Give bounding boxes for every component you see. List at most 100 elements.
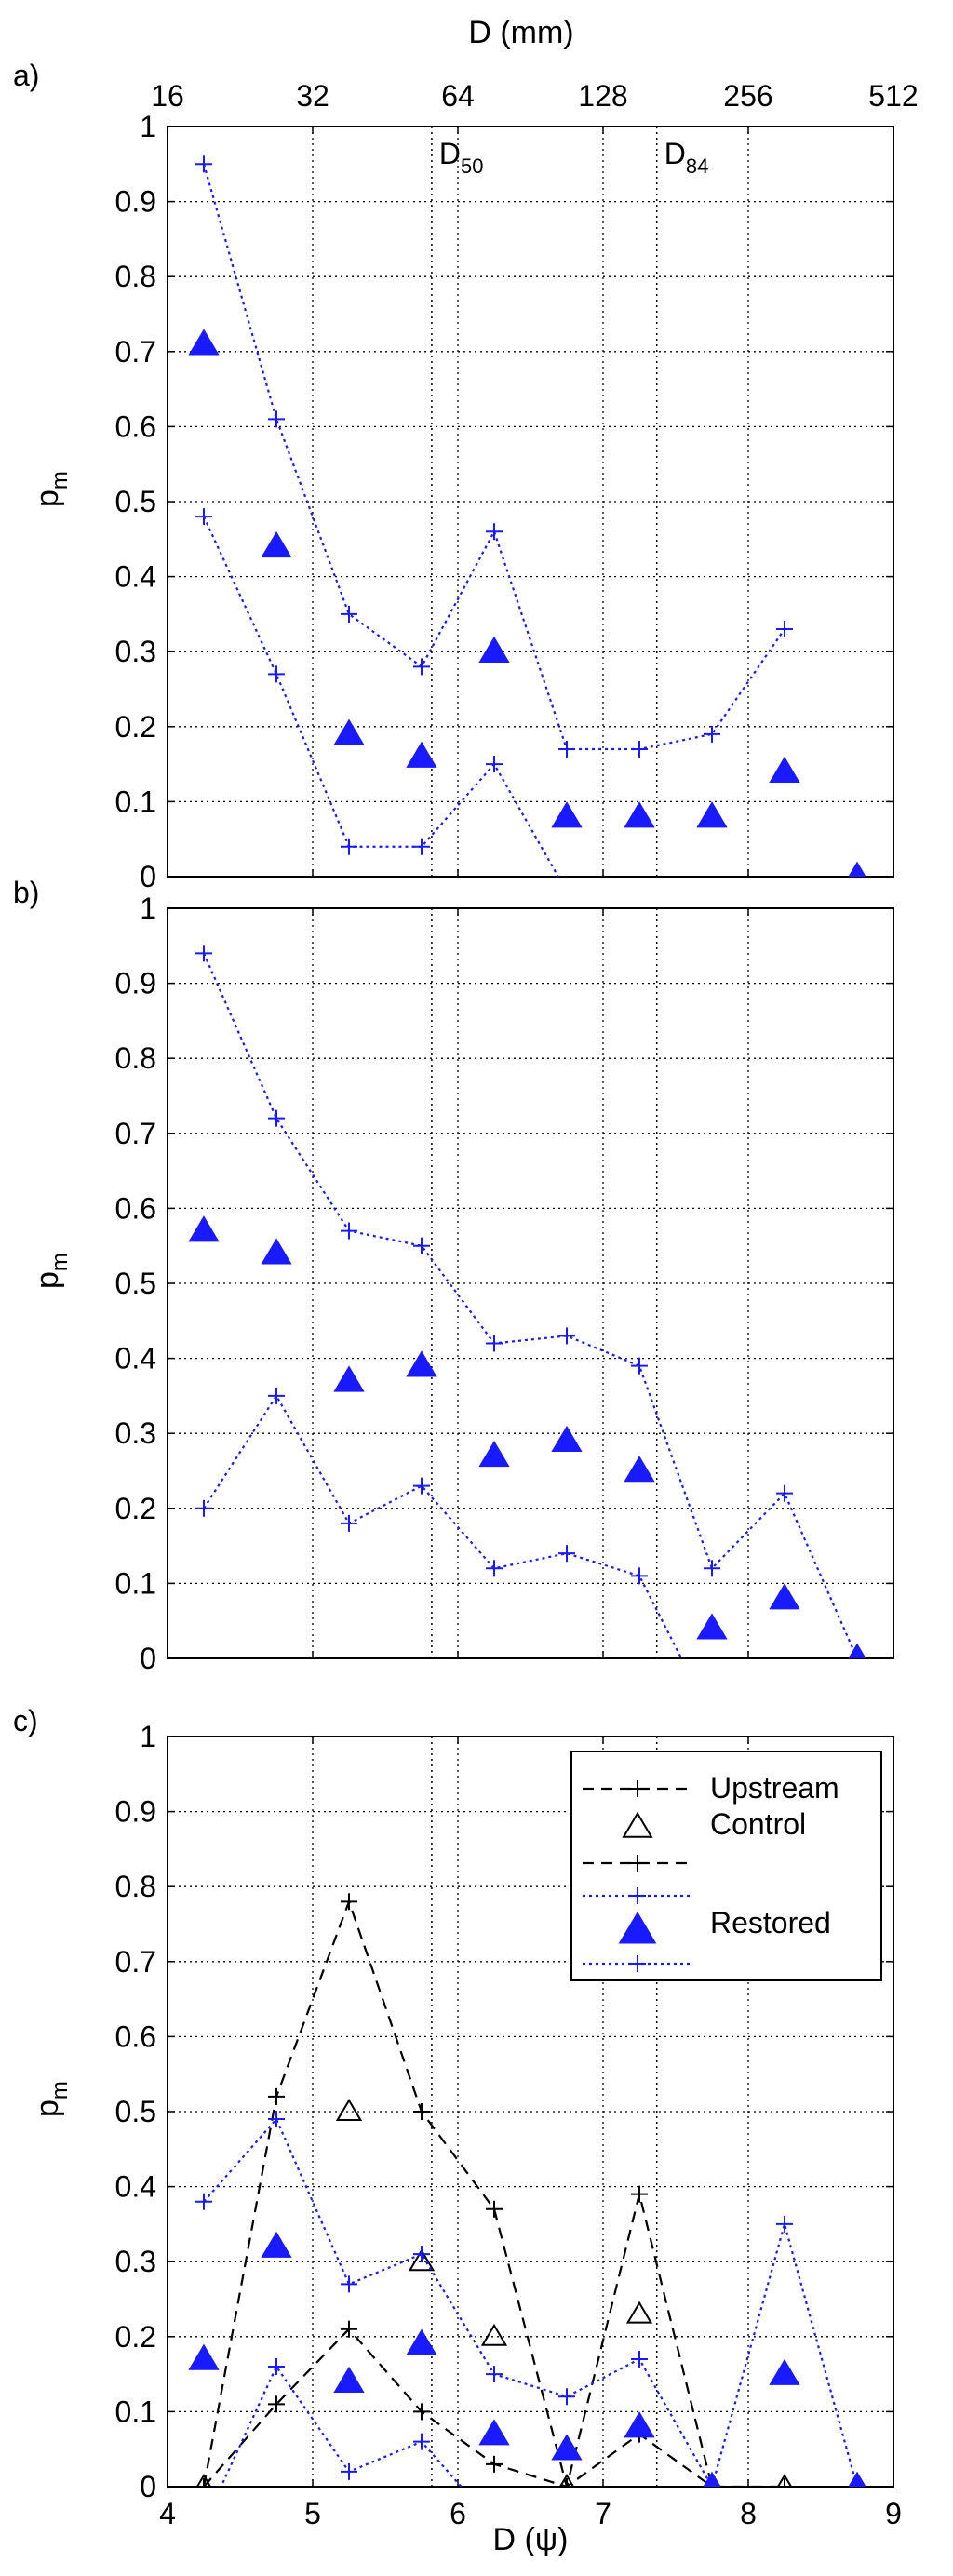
y-tick-label: 0.6 <box>115 1191 156 1225</box>
legend-mark-3-plus <box>629 1887 646 1904</box>
d50-label: D50 <box>439 137 484 178</box>
y-tick-label: 0.8 <box>115 1870 156 1903</box>
series-restored-5-point <box>406 1350 437 1377</box>
series-restored-3-point <box>341 2275 357 2293</box>
d84-label: D84 <box>664 137 709 178</box>
series-restored-5-point <box>478 1441 510 1468</box>
series-control-0-point <box>413 186 430 203</box>
series-restored-3-point <box>631 2350 648 2368</box>
series-control-2-point <box>338 1167 361 1187</box>
series-control-1-point <box>413 478 430 495</box>
series-control-0-point <box>704 268 720 285</box>
series-restored-5-point <box>406 2328 437 2355</box>
series-control-0-point <box>631 425 648 442</box>
d84-label-sub: 84 <box>686 154 708 178</box>
series-control-0-point <box>413 1110 430 1127</box>
series-restored-3-point <box>341 605 357 623</box>
y-tick-label: 0 <box>140 1642 156 1675</box>
series-restored-5-point <box>551 2434 583 2461</box>
x-axis <box>167 127 894 877</box>
series-restored-5-point <box>333 2366 365 2393</box>
series-control-1-point <box>631 711 648 728</box>
legend-mark-1-tri <box>622 1811 653 1838</box>
legend-mark-4-tri <box>618 1912 657 1944</box>
legend-mark-0-plus <box>629 1780 646 1797</box>
top-tick-label: 16 <box>151 79 184 113</box>
series-control-0-point <box>268 329 285 345</box>
top-axis-title: D (mm) <box>468 15 573 50</box>
y-tick-label: 0.4 <box>115 2170 156 2204</box>
series-restored-4-point <box>341 1514 357 1532</box>
legend-upstream-label: Upstream <box>710 1771 839 1805</box>
series-restored-4-point <box>486 756 503 773</box>
x-tick-label: 4 <box>159 2497 176 2530</box>
series-restored-3-point <box>776 1484 793 1502</box>
y-tick-label: 0.3 <box>115 1416 156 1450</box>
series-restored-4-point <box>413 838 430 855</box>
y-axis-title-sub: m <box>47 471 73 490</box>
series-restored-4-point <box>486 1560 503 1577</box>
series-restored-3-point <box>268 410 285 428</box>
series-restored-3-point <box>704 1560 720 1577</box>
series-upstream-0-line <box>202 1898 714 2487</box>
series-control-2-point <box>556 318 579 338</box>
series-restored-3-point <box>558 1327 575 1345</box>
y-tick-label: 0.2 <box>115 710 156 744</box>
series-restored-5-point <box>624 1456 655 1483</box>
top-tick-label: 128 <box>578 79 627 113</box>
y-tick-label: 0.6 <box>115 2019 156 2053</box>
series-restored-3-point <box>195 155 212 173</box>
series-restored-5-point <box>188 2343 220 2370</box>
legend-marks <box>583 1780 692 1972</box>
series-restored-3-point <box>195 945 212 962</box>
series-restored-5-point <box>769 1583 800 1610</box>
series-upstream-2-point <box>625 2301 653 2324</box>
panel-c: 0 0.1 0.2 0.3 0.4 0.5 0.6 0.7 0.8 0.9 1 4 5 6 7 8 9 pm c) <box>13 1704 902 2530</box>
series-restored-4-line <box>203 516 560 877</box>
grid <box>168 908 893 1658</box>
series-upstream-2-point <box>195 2474 212 2487</box>
series-restored-5-point <box>188 329 220 356</box>
grid <box>168 127 893 877</box>
series-upstream-1-point <box>195 2478 212 2487</box>
y-tick-label: 1 <box>140 1720 156 1753</box>
y-tick-label: 1 <box>140 110 156 143</box>
y-axis: 0 0.1 0.2 0.3 0.4 0.5 0.6 0.7 0.8 0.9 1 <box>115 892 893 1675</box>
series-control-2-point <box>556 1235 579 1254</box>
grid <box>168 1737 893 2487</box>
panel-label: c) <box>13 1704 38 1737</box>
x-axis-title: D (ψ) <box>493 2522 569 2557</box>
series-restored-5-point <box>769 2358 800 2385</box>
panel-b: 0 0.1 0.2 0.3 0.4 0.5 0.6 0.7 0.8 0.9 1 pm b) <box>13 876 894 1675</box>
series-restored-3-point <box>413 658 430 676</box>
series-restored-3-point <box>486 523 503 541</box>
series-restored-5-point <box>261 2231 292 2258</box>
y-tick-label: 0.5 <box>115 485 156 518</box>
series-restored-5-point <box>333 718 365 745</box>
series-upstream-2-point <box>335 2099 363 2121</box>
y-tick-label: 0.5 <box>115 2095 156 2128</box>
series-restored-5-point <box>848 2471 866 2487</box>
series-upstream-1-point <box>776 2478 793 2487</box>
legend-control-label: Control <box>710 1807 806 1841</box>
series-control-1-point <box>268 1500 285 1517</box>
series-restored-4-point <box>268 1387 285 1404</box>
top-tick-label: 32 <box>296 79 329 113</box>
series-restored-5-point <box>696 1613 728 1640</box>
series-restored-5-point <box>848 1643 866 1658</box>
series-group <box>188 155 866 877</box>
y-tick-label: 0.1 <box>115 1566 156 1600</box>
x-axis <box>167 908 894 1658</box>
y-tick-label: 0.3 <box>115 635 156 668</box>
x-axis: 4 5 6 7 8 9 <box>159 1737 902 2530</box>
series-restored-5-point <box>478 636 510 663</box>
series-control-0-point <box>704 1050 720 1067</box>
series-restored-4-point <box>268 2358 285 2376</box>
series-control-1-point <box>413 1440 430 1456</box>
series-control-2-point <box>410 326 434 345</box>
d50-label-sub: 50 <box>461 154 483 178</box>
series-upstream-1-point <box>486 2455 503 2473</box>
series-control-0-point <box>341 959 357 976</box>
series-control-1-point <box>195 530 212 547</box>
top-tick-label: 64 <box>441 79 475 113</box>
